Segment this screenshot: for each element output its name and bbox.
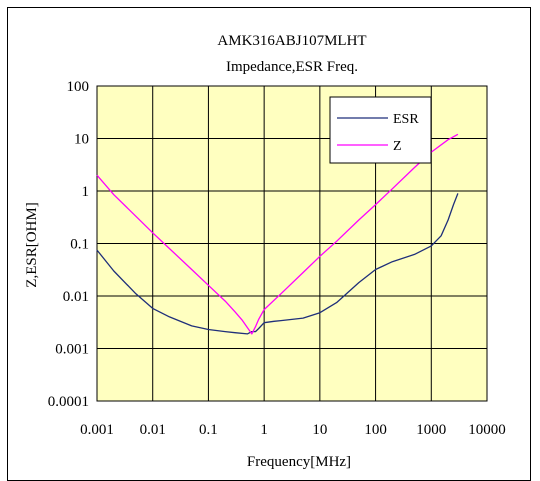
- y-axis-label: Z,ESR[OHM]: [24, 202, 40, 287]
- y-tick-label: 100: [67, 79, 90, 95]
- x-axis-label: Frequency[MHz]: [247, 454, 351, 470]
- x-tick-labels: 0.001 0.01 0.1 1 10 100 1000 10000: [80, 422, 506, 438]
- legend-label-esr: ESR: [393, 112, 419, 127]
- x-tick-label: 100: [364, 422, 387, 438]
- x-tick-label: 1: [260, 422, 268, 438]
- x-tick-label: 10: [312, 422, 327, 438]
- chart-subtitle: Impedance,ESR Freq.: [226, 59, 358, 75]
- legend-label-z: Z: [393, 139, 402, 154]
- x-tick-label: 1000: [416, 422, 446, 438]
- series-line-esr: [96, 193, 459, 335]
- y-tick-labels: 100 10 1 0.1 0.01 0.001 0.0001: [48, 79, 89, 410]
- x-tick-label: 0.01: [140, 422, 166, 438]
- y-tick-label: 10: [74, 132, 89, 148]
- series-line-z: [96, 133, 459, 335]
- y-tick-label: 0.0001: [48, 394, 89, 410]
- x-tick-label: 10000: [468, 422, 506, 438]
- legend-box: [329, 96, 432, 164]
- chart-title: AMK316ABJ107MLHT: [217, 33, 366, 49]
- x-tick-label: 0.001: [80, 422, 114, 438]
- y-tick-label: 1: [82, 184, 90, 200]
- y-tick-label: 0.001: [55, 342, 89, 358]
- y-tick-label: 0.01: [63, 289, 89, 305]
- series-lines: [96, 133, 459, 335]
- y-tick-label: 0.1: [70, 237, 89, 253]
- x-tick-label: 0.1: [199, 422, 218, 438]
- legend: ESR Z: [329, 96, 432, 164]
